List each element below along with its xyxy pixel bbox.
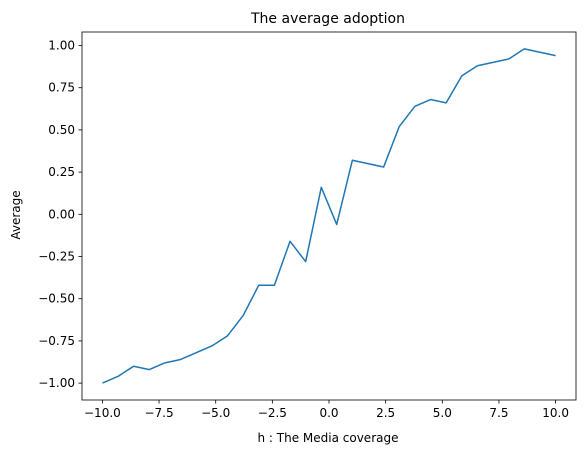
y-tick-label: 0.00 [48, 207, 75, 221]
x-tick-label: 2.5 [376, 406, 395, 420]
y-tick-label: −0.25 [38, 250, 75, 264]
x-tick-label: 10.0 [542, 406, 569, 420]
y-tick-label: 0.75 [48, 81, 75, 95]
series-line-0 [102, 48, 556, 384]
x-tick-label: 7.5 [489, 406, 508, 420]
x-tick-label: −5.0 [201, 406, 230, 420]
x-tick-label: 0.0 [319, 406, 338, 420]
y-tick-label: 0.50 [48, 123, 75, 137]
y-tick-label: −1.00 [38, 376, 75, 390]
y-tick-label: −0.75 [38, 334, 75, 348]
x-tick-label: −7.5 [144, 406, 173, 420]
x-tick-label: −2.5 [258, 406, 287, 420]
x-axis-label: h : The Media coverage [258, 431, 399, 445]
x-tick-label: 5.0 [433, 406, 452, 420]
y-axis-label: Average [9, 190, 23, 239]
y-tick-label: −0.50 [38, 292, 75, 306]
plot-area: −10.0 −7.5 −5.0 −2.5 0.0 2.5 5.0 7.5 10.0 −1.00 −0… [38, 31, 577, 420]
chart-title: The average adoption [250, 11, 405, 27]
x-tick-label: −10.0 [84, 406, 121, 420]
y-tick-label: 1.00 [48, 39, 75, 53]
y-tick-label: 0.25 [48, 165, 75, 179]
